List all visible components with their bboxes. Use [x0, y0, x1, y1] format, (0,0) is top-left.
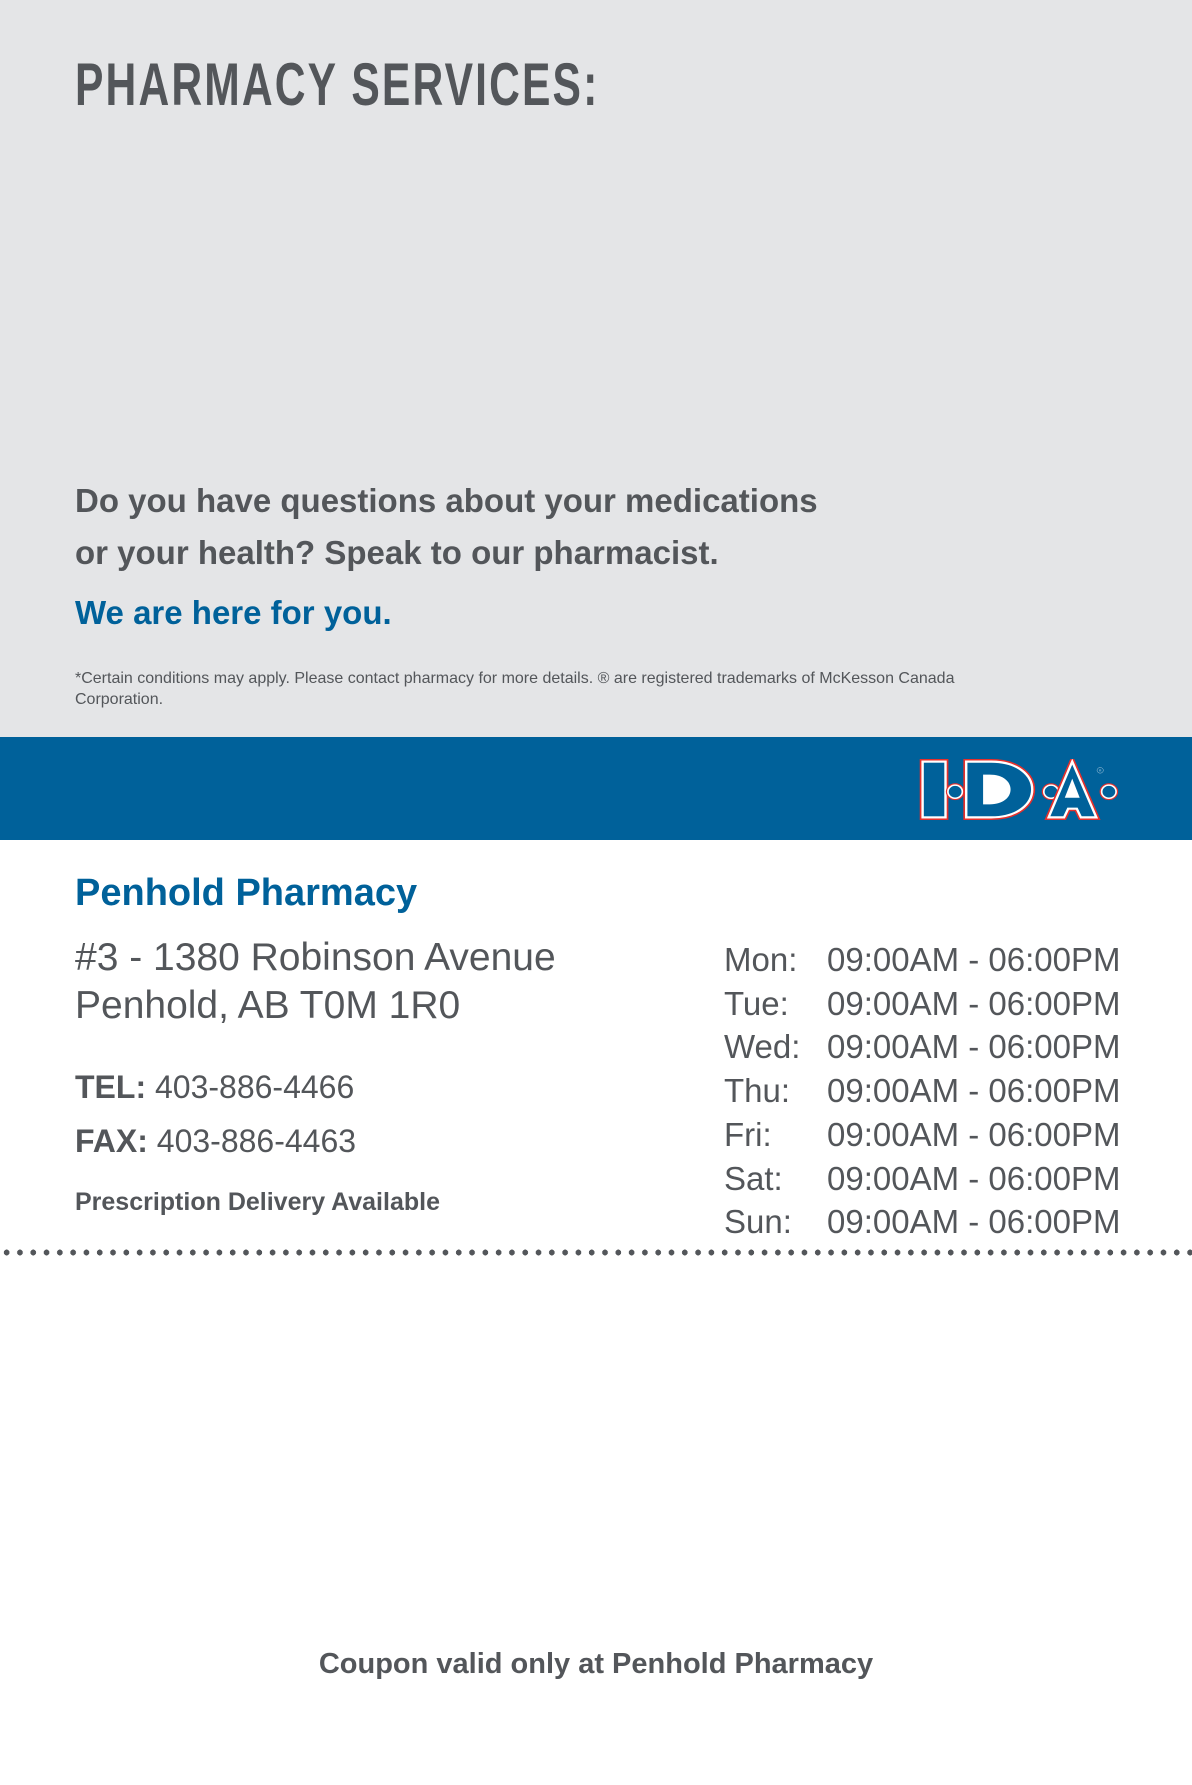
- svg-text:R: R: [1099, 769, 1102, 773]
